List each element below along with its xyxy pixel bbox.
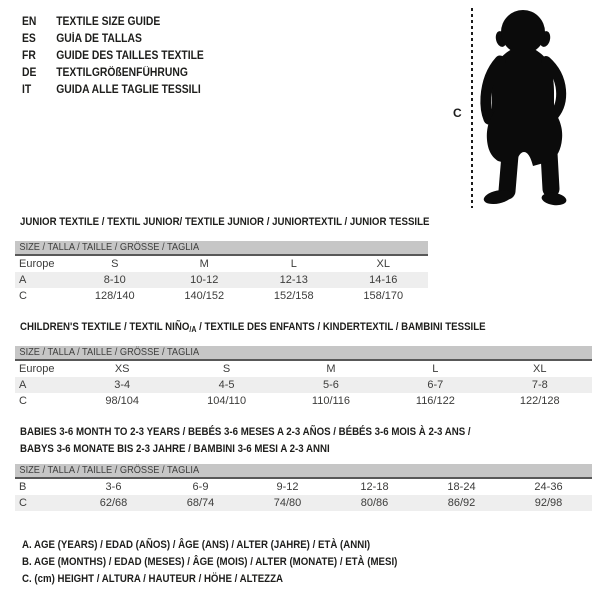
babies-title-line1: BABIES 3-6 MONTH TO 2-3 YEARS / BEBÉS 3-… [20, 426, 471, 438]
language-title: TEXTILGRÖßENFÜHRUNG [56, 67, 188, 79]
footnote-line-c: C. (cm) HEIGHT / ALTURA / HAUTEUR / HÖHE… [22, 573, 284, 585]
language-title: GUIDE DES TAILLES TEXTILE [56, 50, 204, 62]
language-row: FR GUIDE DES TAILLES TEXTILE [22, 48, 204, 65]
size-cell: XS [114, 363, 130, 375]
size-cell: 62/68 [99, 497, 128, 509]
language-row: IT GUIDA ALLE TAGLIE TESSILI [22, 82, 204, 99]
size-cell: 4-5 [218, 379, 235, 391]
table-row: C 62/68 68/74 74/80 80/86 86/92 92/98 [15, 495, 592, 511]
table-row: A 3-4 4-5 5-6 6-7 7-8 [15, 377, 592, 393]
table-row: Europe S M L XL [15, 256, 428, 272]
size-cell: 92/98 [534, 497, 563, 509]
language-code: FR [22, 50, 36, 62]
size-cell: 3-6 [105, 481, 122, 493]
size-cell: L [432, 363, 439, 375]
size-cell: 7-8 [531, 379, 548, 391]
table-row: B 3-6 6-9 9-12 12-18 18-24 24-36 [15, 479, 592, 495]
size-cell: 122/128 [519, 395, 560, 407]
junior-size-table: Europe S M L XL A 8-10 10-12 12-13 14-16… [15, 256, 428, 304]
babies-table-title: BABIES 3-6 MONTH TO 2-3 YEARS / BEBÉS 3-… [20, 424, 471, 458]
footnotes: A. AGE (YEARS) / EDAD (AÑOS) / ÂGE (ANS)… [22, 537, 449, 588]
size-cell: 12-18 [360, 481, 389, 493]
size-cell: 110/116 [311, 395, 351, 407]
size-cell: XL [376, 258, 390, 270]
size-cell: 86/92 [447, 497, 476, 509]
row-label-cell: C [19, 290, 27, 302]
size-header-label: SIZE / TALLA / TAILLE / GRÖSSE / TAGLIA [19, 346, 200, 358]
size-header-label: SIZE / TALLA / TAILLE / GRÖSSE / TAGLIA [19, 241, 200, 253]
size-cell: 128/140 [94, 290, 135, 302]
size-cell: S [111, 258, 119, 270]
language-title-list: EN TEXTILE SIZE GUIDE ES GUÍA DE TALLAS … [22, 14, 224, 99]
row-label-cell: C [19, 395, 27, 407]
language-title: GUIDA ALLE TAGLIE TESSILI [56, 84, 201, 96]
footnote-line-a: A. AGE (YEARS) / EDAD (AÑOS) / ÂGE (ANS)… [22, 539, 371, 551]
language-title: TEXTILE SIZE GUIDE [56, 16, 161, 28]
row-label-cell: B [19, 481, 27, 493]
language-row: EN TEXTILE SIZE GUIDE [22, 14, 204, 31]
size-cell: 14-16 [369, 274, 398, 286]
babies-size-table: B 3-6 6-9 9-12 12-18 18-24 24-36 C 62/68… [15, 479, 592, 511]
size-cell: 140/152 [184, 290, 225, 302]
table-row: Europe XS S M L XL [15, 361, 592, 377]
size-cell: 152/158 [273, 290, 314, 302]
row-label-cell: A [19, 379, 27, 391]
size-cell: M [326, 363, 336, 375]
language-code: ES [22, 33, 36, 45]
size-cell: 68/74 [186, 497, 215, 509]
footnote-line-b: B. AGE (MONTHS) / EDAD (MESES) / ÂGE (MO… [22, 556, 398, 568]
size-cell: 9-12 [276, 481, 299, 493]
language-title: GUÍA DE TALLAS [56, 33, 142, 45]
height-measure-dashed-line [471, 8, 473, 208]
size-cell: 74/80 [273, 497, 302, 509]
size-header-bar: SIZE / TALLA / TAILLE / GRÖSSE / TAGLIA [15, 464, 592, 479]
size-cell: 6-7 [427, 379, 444, 391]
size-cell: L [290, 258, 297, 270]
size-cell: M [199, 258, 209, 270]
babies-title-line2: BABYS 3-6 MONATE BIS 2-3 JAHRE / BAMBINI… [20, 443, 330, 455]
children-title-pre: CHILDREN'S TEXTILE / TEXTIL NIÑO [20, 321, 190, 333]
size-cell: XL [533, 363, 547, 375]
row-label-cell: C [19, 497, 27, 509]
table-row: A 8-10 10-12 12-13 14-16 [15, 272, 428, 288]
size-cell: 10-12 [190, 274, 219, 286]
row-label-cell: A [19, 274, 27, 286]
row-label-cell: Europe [19, 363, 55, 375]
size-header-bar: SIZE / TALLA / TAILLE / GRÖSSE / TAGLIA [15, 241, 428, 256]
table-row: C 98/104 104/110 110/116 116/122 122/128 [15, 393, 592, 409]
children-title-sub: /A [189, 325, 197, 334]
language-row: DE TEXTILGRÖßENFÜHRUNG [22, 65, 204, 82]
row-label-cell: Europe [19, 258, 55, 270]
size-header-bar: SIZE / TALLA / TAILLE / GRÖSSE / TAGLIA [15, 346, 592, 361]
size-cell: 8-10 [103, 274, 126, 286]
size-cell: 80/86 [360, 497, 389, 509]
size-cell: 24-36 [534, 481, 563, 493]
size-cell: 98/104 [105, 395, 140, 407]
size-cell: 3-4 [114, 379, 131, 391]
language-code: IT [22, 84, 32, 96]
height-measure-label: C [453, 106, 462, 120]
language-code: EN [22, 16, 37, 28]
size-cell: S [222, 363, 231, 375]
size-cell: 6-9 [192, 481, 209, 493]
size-cell: 116/122 [415, 395, 455, 407]
junior-table-title: JUNIOR TEXTILE / TEXTIL JUNIOR/ TEXTILE … [20, 216, 430, 228]
size-header-label: SIZE / TALLA / TAILLE / GRÖSSE / TAGLIA [19, 464, 200, 476]
size-cell: 5-6 [323, 379, 339, 391]
size-cell: 18-24 [447, 481, 476, 493]
children-title-post: / TEXTILE DES ENFANTS / KINDERTEXTIL / B… [196, 321, 486, 333]
children-table-title: CHILDREN'S TEXTILE / TEXTIL NIÑO/A / TEX… [20, 319, 486, 338]
size-cell: 104/110 [207, 395, 247, 407]
language-code: DE [22, 67, 37, 79]
size-cell: 158/170 [363, 290, 404, 302]
baby-silhouette-icon [480, 10, 567, 206]
language-row: ES GUÍA DE TALLAS [22, 31, 204, 48]
size-cell: 12-13 [279, 274, 308, 286]
children-size-table: Europe XS S M L XL A 3-4 4-5 5-6 6-7 7-8… [15, 361, 592, 409]
table-row: C 128/140 140/152 152/158 158/170 [15, 288, 428, 304]
